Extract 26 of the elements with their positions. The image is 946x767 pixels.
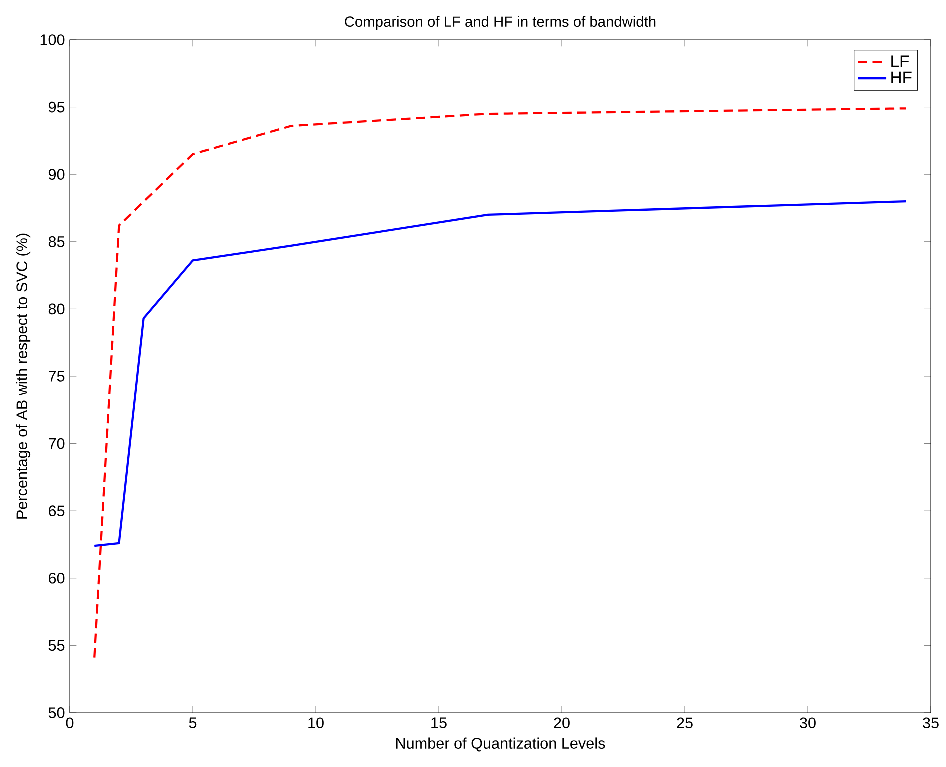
x-tick-label: 15 xyxy=(432,718,447,728)
x-tick-label: 10 xyxy=(308,718,324,729)
y-tick-label: 80 xyxy=(48,304,65,315)
x-tick-label: 20 xyxy=(554,718,570,729)
x-tick-label: 25 xyxy=(677,718,693,729)
x-tick-label: 30 xyxy=(800,718,816,729)
y-tick-label: 60 xyxy=(49,572,65,584)
y-tick-label: 75 xyxy=(49,371,65,382)
y-tick-label: 85 xyxy=(48,236,65,248)
x-tick-label: 0 xyxy=(66,718,74,729)
legend-label: LF xyxy=(892,56,910,68)
y-tick-label: 70 xyxy=(49,438,65,450)
line-series xyxy=(94,200,908,548)
legend-label: HF xyxy=(892,72,912,84)
chart-title: Comparison of LF and HF in terms of bandwidth xyxy=(345,16,656,30)
line-series xyxy=(94,108,908,659)
x-tick-label: 5 xyxy=(189,718,197,728)
y-tick-label: 55 xyxy=(48,640,65,652)
y-axis-title: Percentage of AB with respect to SVC (%) xyxy=(16,234,31,519)
y-tick-label: 90 xyxy=(48,169,65,180)
y-tick-label: 100 xyxy=(40,34,65,46)
x-axis-title: Number of Quantization Levels xyxy=(396,738,606,752)
y-tick-label: 95 xyxy=(48,102,65,113)
x-tick-label: 35 xyxy=(923,718,939,729)
y-tick-label: 50 xyxy=(48,708,65,718)
y-tick-label: 65 xyxy=(49,506,65,517)
